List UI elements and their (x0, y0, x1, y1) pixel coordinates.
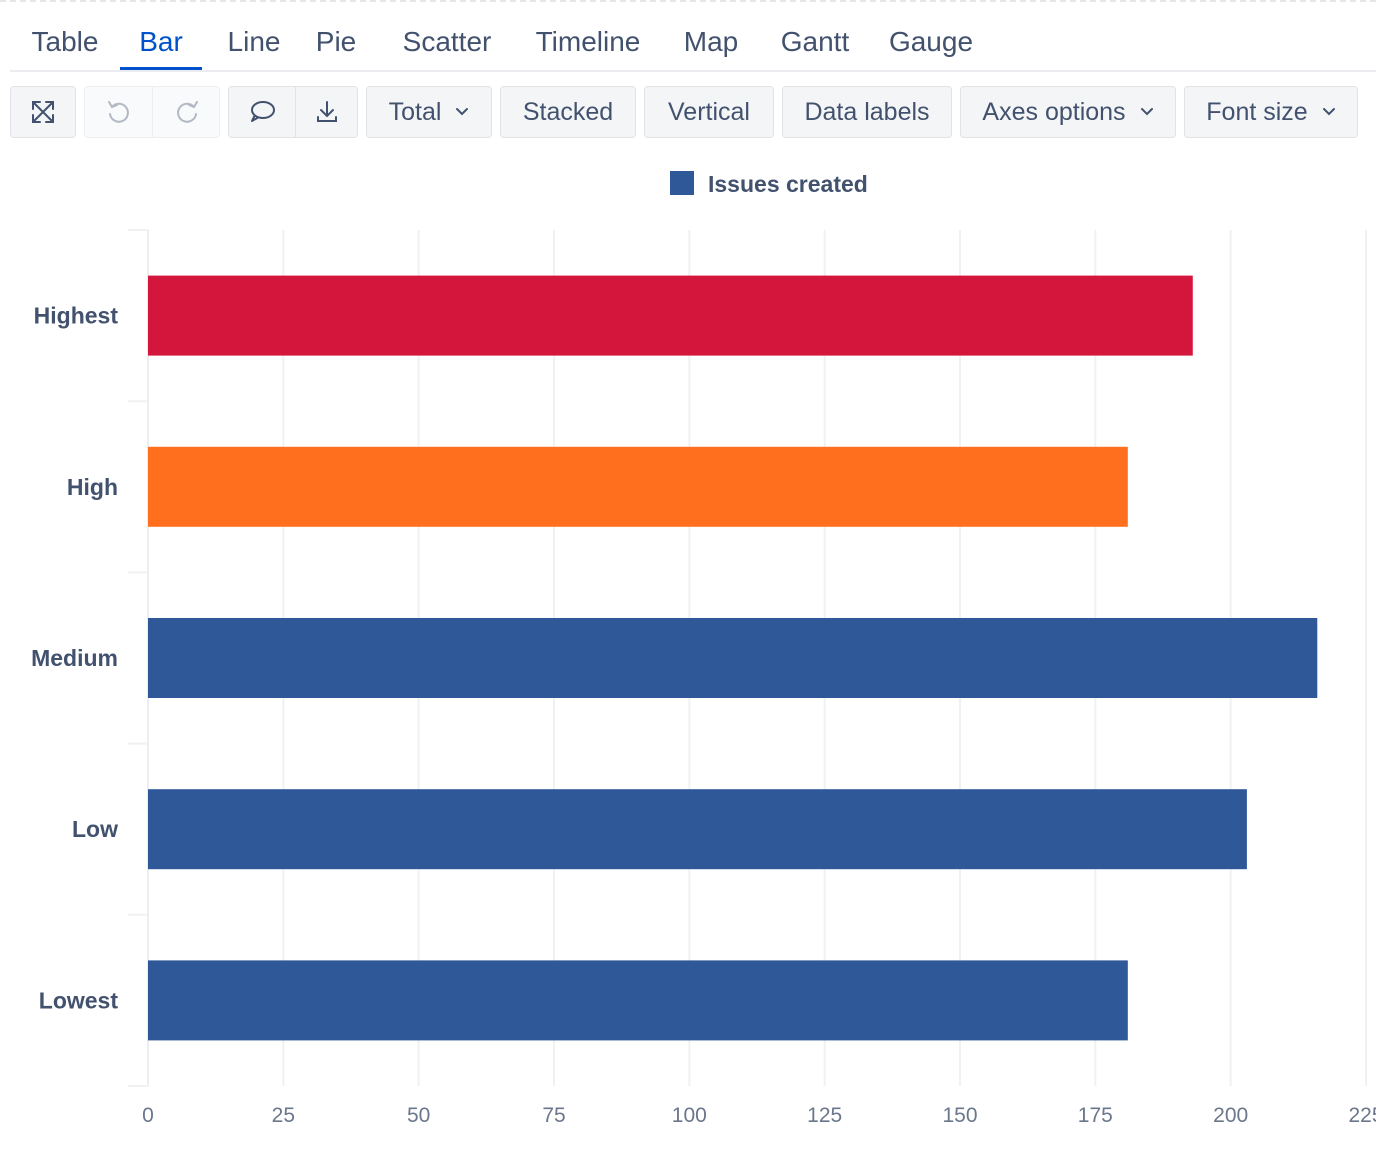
tab-pie[interactable]: Pie (315, 26, 357, 57)
expand-icon (30, 99, 56, 125)
font-size-dropdown[interactable]: Font size (1184, 86, 1358, 138)
stacked-button[interactable]: Stacked (500, 86, 636, 138)
comment-button[interactable] (229, 87, 295, 137)
undo-redo-group (84, 86, 220, 138)
bar-high[interactable] (148, 446, 1128, 527)
tab-map[interactable]: Map (683, 26, 739, 57)
chart-toolbar: Total Stacked Vertical Data labels Axes … (0, 86, 1376, 138)
axes-options-dropdown[interactable]: Axes options (960, 86, 1176, 138)
chart-type-tabs: Table Bar Line Pie Scatter Timeline Map … (10, 14, 1376, 72)
x-tick-label: 25 (272, 1104, 295, 1127)
tab-line[interactable]: Line (227, 26, 281, 57)
total-dropdown[interactable]: Total (366, 86, 492, 138)
tab-gantt[interactable]: Gantt (780, 26, 850, 57)
y-tick-label: Low (72, 816, 118, 842)
data-labels-label: Data labels (804, 97, 930, 126)
stacked-label: Stacked (522, 97, 614, 126)
chevron-down-icon (1322, 105, 1336, 119)
tab-timeline[interactable]: Timeline (535, 26, 641, 57)
y-tick-label: High (67, 474, 118, 500)
x-tick-label: 200 (1213, 1104, 1248, 1127)
data-labels-button[interactable]: Data labels (782, 86, 952, 138)
legend-swatch[interactable] (670, 171, 694, 195)
undo-button[interactable] (85, 87, 152, 137)
chart-legend: Issues created (0, 170, 1376, 198)
bar-lowest[interactable] (148, 960, 1128, 1041)
y-tick-label: Lowest (39, 987, 119, 1013)
download-button[interactable] (296, 87, 358, 137)
tab-gauge[interactable]: Gauge (888, 26, 974, 57)
bar-medium[interactable] (148, 618, 1318, 698)
legend-label[interactable]: Issues created (708, 171, 868, 197)
top-border (0, 0, 1376, 2)
vertical-button[interactable]: Vertical (644, 86, 774, 138)
comment-download-group (228, 86, 358, 138)
undo-icon (105, 98, 133, 126)
axes-options-label: Axes options (982, 97, 1126, 126)
total-label: Total (388, 97, 442, 126)
y-tick-label: Medium (31, 645, 118, 671)
x-tick-label: 50 (407, 1104, 430, 1127)
x-tick-label: 75 (542, 1104, 565, 1127)
tab-table[interactable]: Table (31, 26, 99, 57)
undo-redo-divider (152, 87, 153, 137)
x-tick-label: 0 (142, 1104, 154, 1127)
comment-download-divider (295, 87, 296, 137)
x-tick-label: 100 (672, 1104, 707, 1127)
bar-low[interactable] (148, 789, 1247, 870)
expand-button[interactable] (10, 86, 76, 138)
redo-button[interactable] (153, 87, 220, 137)
x-tick-label: 175 (1078, 1104, 1113, 1127)
x-tick-label: 125 (807, 1104, 842, 1127)
download-icon (315, 99, 339, 125)
redo-icon (173, 98, 201, 126)
bar-highest[interactable] (148, 275, 1193, 356)
vertical-label: Vertical (668, 97, 750, 126)
x-tick-label: 150 (942, 1104, 977, 1127)
font-size-label: Font size (1206, 97, 1308, 126)
x-tick-label: 225 (1348, 1104, 1376, 1127)
chevron-down-icon (1140, 105, 1154, 119)
tab-bar[interactable]: Bar (120, 14, 202, 70)
comment-icon (248, 99, 276, 125)
tab-scatter[interactable]: Scatter (402, 26, 492, 57)
y-tick-label: Highest (34, 303, 119, 329)
chevron-down-icon (455, 105, 469, 119)
